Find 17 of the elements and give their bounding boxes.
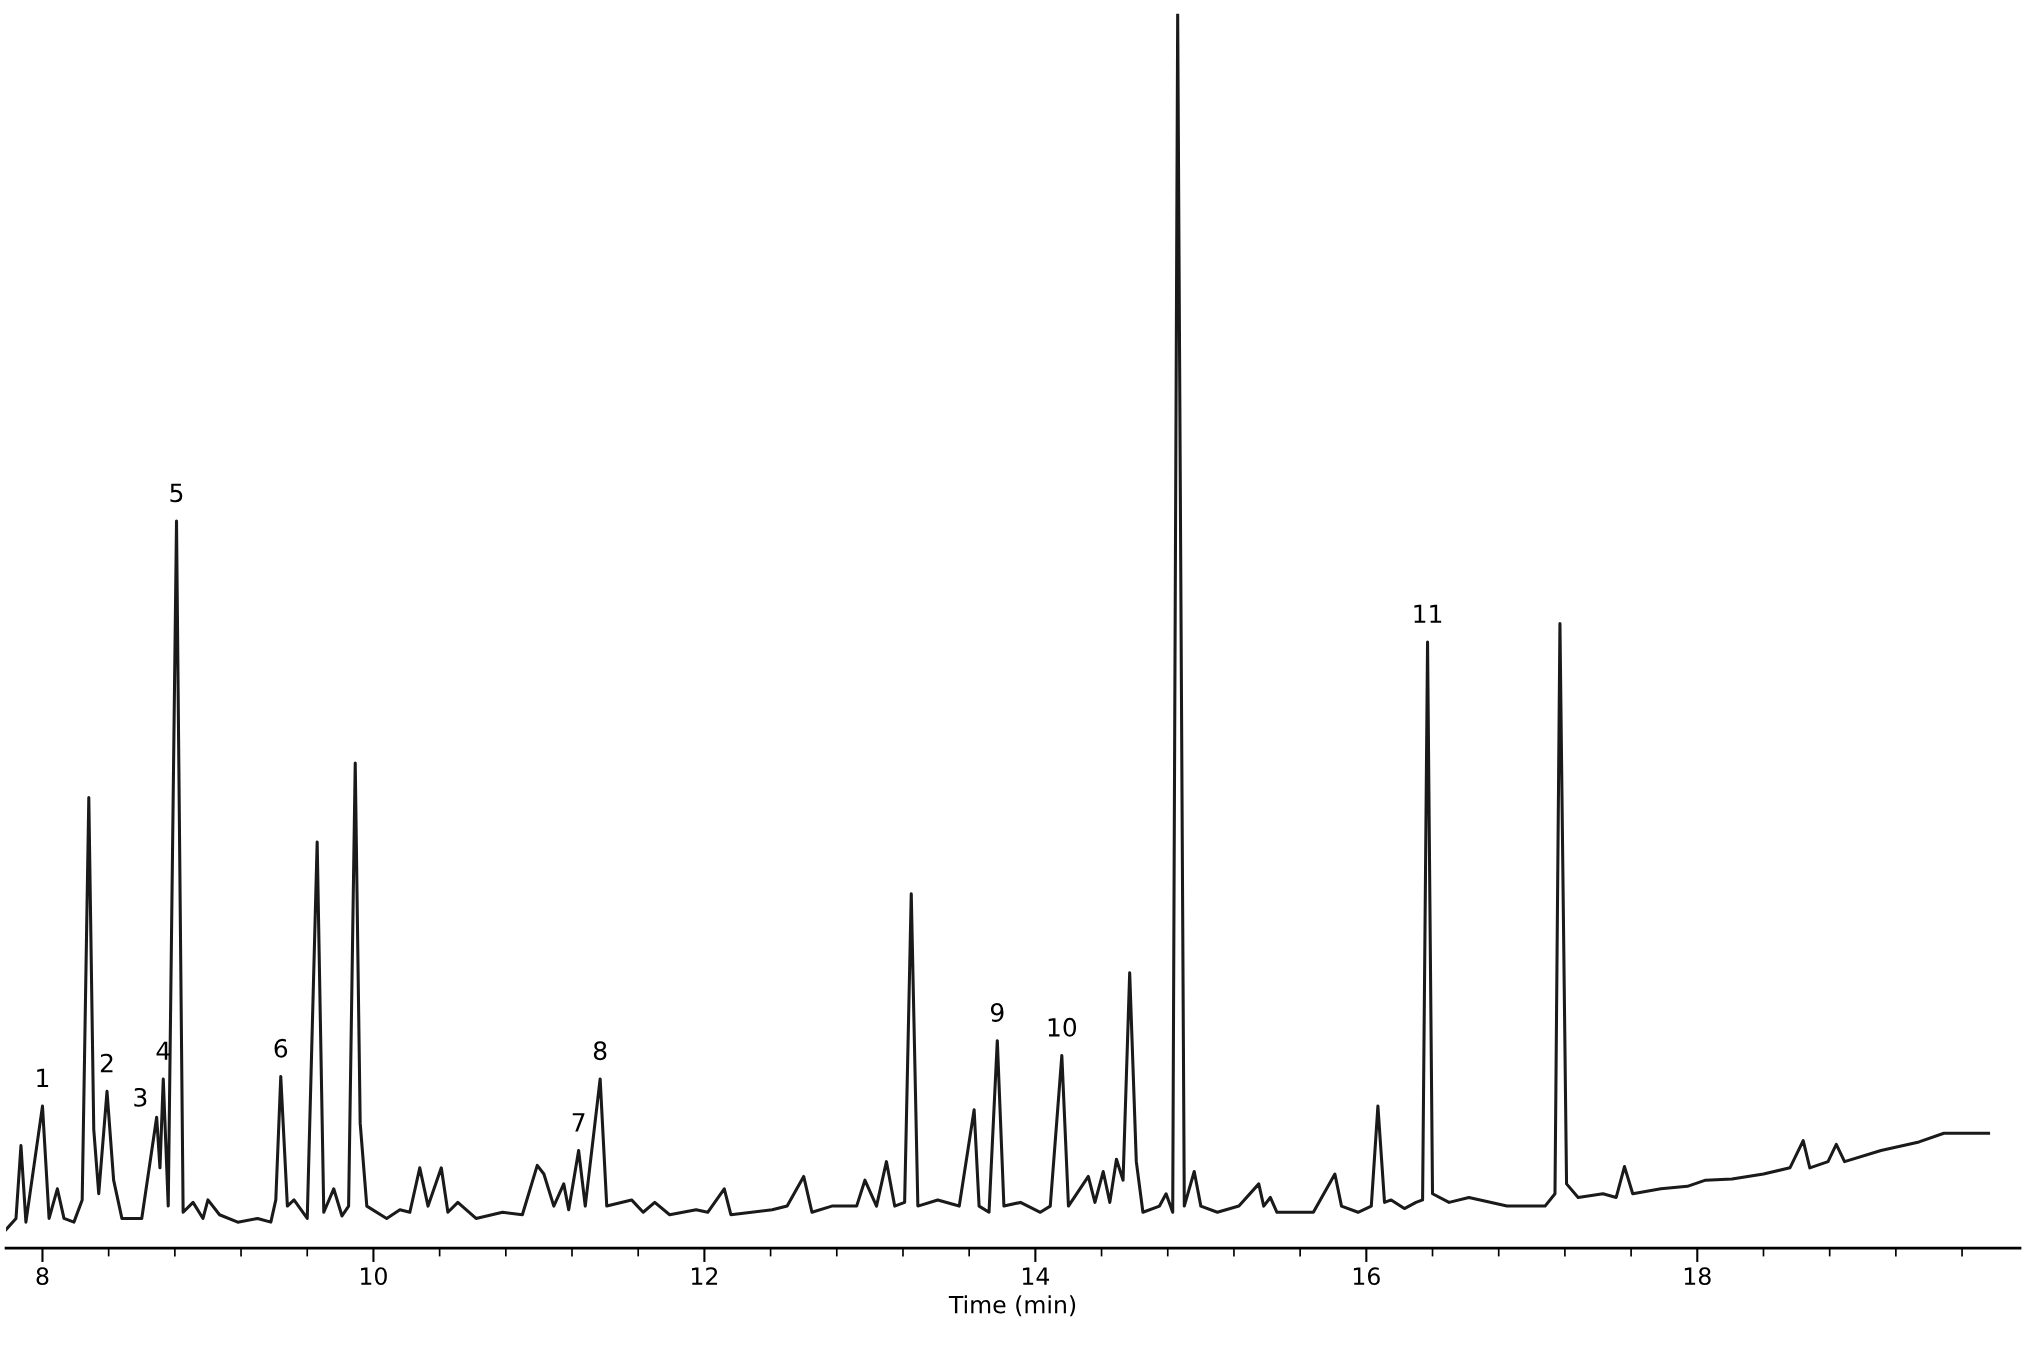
annotation: 1 (37, 1068, 49, 1088)
annotation: 11 (1414, 604, 1442, 623)
annotation: 10 (1048, 1017, 1077, 1037)
annotation: 8 (593, 1041, 607, 1061)
x-tick-label: 16 (1353, 1267, 1380, 1286)
x-tick-label: 8 (36, 1267, 49, 1286)
x-tick-label: 12 (691, 1267, 718, 1285)
annotation: 7 (572, 1113, 585, 1132)
x-tick-label: 10 (361, 1267, 387, 1286)
x-tick-label: 18 (1684, 1267, 1711, 1286)
annotation: 5 (170, 483, 183, 503)
annotation: 2 (100, 1053, 113, 1073)
annotation: 3 (134, 1087, 147, 1107)
x-axis-title: Time (min) (948, 1295, 1076, 1317)
annotation: 6 (274, 1038, 288, 1058)
x-tick-label: 14 (1022, 1267, 1050, 1285)
annotation: 9 (990, 1003, 1004, 1022)
